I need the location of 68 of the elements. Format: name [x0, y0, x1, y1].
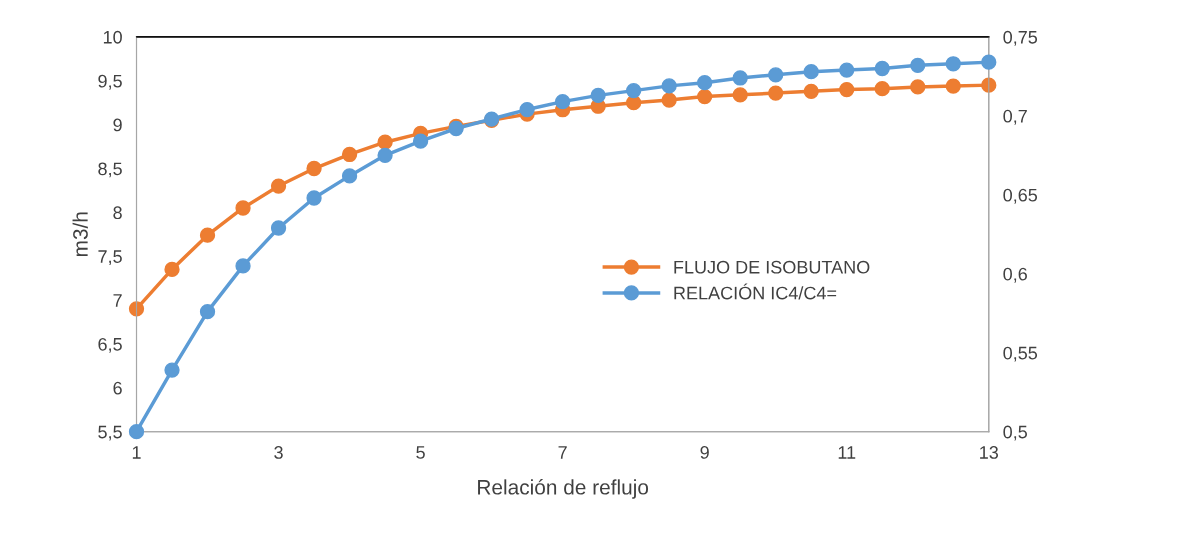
point: [164, 362, 180, 378]
point: [235, 200, 251, 216]
y-tick-label: 7,5: [98, 250, 122, 266]
x-axis-title: Relación de reflujo: [478, 479, 649, 499]
point: [839, 81, 855, 98]
y2-tick-label: 0,6: [1003, 267, 1027, 283]
point: [412, 133, 429, 149]
point: [910, 57, 926, 73]
point: [697, 88, 713, 105]
point: [874, 60, 890, 77]
point: [590, 87, 606, 103]
point: [199, 304, 216, 320]
point: [341, 146, 358, 163]
point: [270, 178, 287, 194]
point: [377, 147, 393, 163]
x-tick-label: 9: [700, 446, 709, 459]
point: [981, 77, 997, 93]
y-tick-label: 6,5: [98, 337, 122, 353]
x-tick-label: 3: [274, 446, 283, 459]
x-tick-label: 1: [132, 446, 141, 459]
point: [839, 62, 855, 78]
point: [768, 85, 784, 101]
y-tick-label: 5,5: [98, 425, 122, 441]
point: [199, 227, 216, 243]
point: [626, 82, 642, 99]
y-tick-label: 6: [113, 381, 122, 395]
legend-label: RELACIÓN IC4/C4=: [674, 283, 837, 300]
point: [981, 54, 997, 70]
point: [945, 78, 961, 94]
point: [235, 258, 251, 274]
point: [306, 190, 322, 206]
y2-tick-label: 0,55: [1003, 346, 1038, 362]
point: [945, 56, 961, 72]
point: [128, 301, 145, 317]
y-tick-label: 8,5: [98, 162, 122, 178]
point: [697, 75, 713, 91]
y-tick-label: 9: [113, 118, 122, 132]
y2-tick-label: 0,5: [1003, 425, 1027, 441]
y-tick-label: 10: [103, 30, 122, 44]
point: [341, 168, 358, 184]
x-tick-label: 13: [980, 446, 999, 459]
x-tick-label: 7: [558, 446, 567, 459]
point: [164, 261, 180, 278]
point: [554, 94, 571, 110]
y2-tick-label: 0,65: [1003, 188, 1038, 204]
point: [128, 424, 145, 440]
point: [732, 87, 748, 103]
y-tick-label: 7: [113, 294, 122, 307]
point: [803, 64, 819, 80]
point: [768, 67, 784, 83]
point: [377, 134, 393, 150]
x-tick-label: 11: [838, 446, 856, 459]
y-axis-title: m3/h: [72, 212, 88, 257]
point: [874, 81, 890, 97]
point: [732, 70, 748, 86]
point: [910, 79, 926, 95]
point: [661, 78, 677, 94]
y-tick-label: 9,5: [98, 74, 122, 90]
point: [270, 220, 287, 236]
point: [519, 101, 535, 118]
x-tick-label: 5: [416, 446, 425, 459]
y-tick-label: 8: [113, 206, 122, 220]
point: [803, 83, 819, 99]
y2-tick-label: 0,7: [1003, 109, 1027, 125]
point: [661, 92, 677, 108]
point: [306, 160, 322, 177]
legend-label: FLUJO DE ISOBUTANO: [674, 260, 870, 274]
y2-tick-label: 0,75: [1003, 30, 1038, 46]
